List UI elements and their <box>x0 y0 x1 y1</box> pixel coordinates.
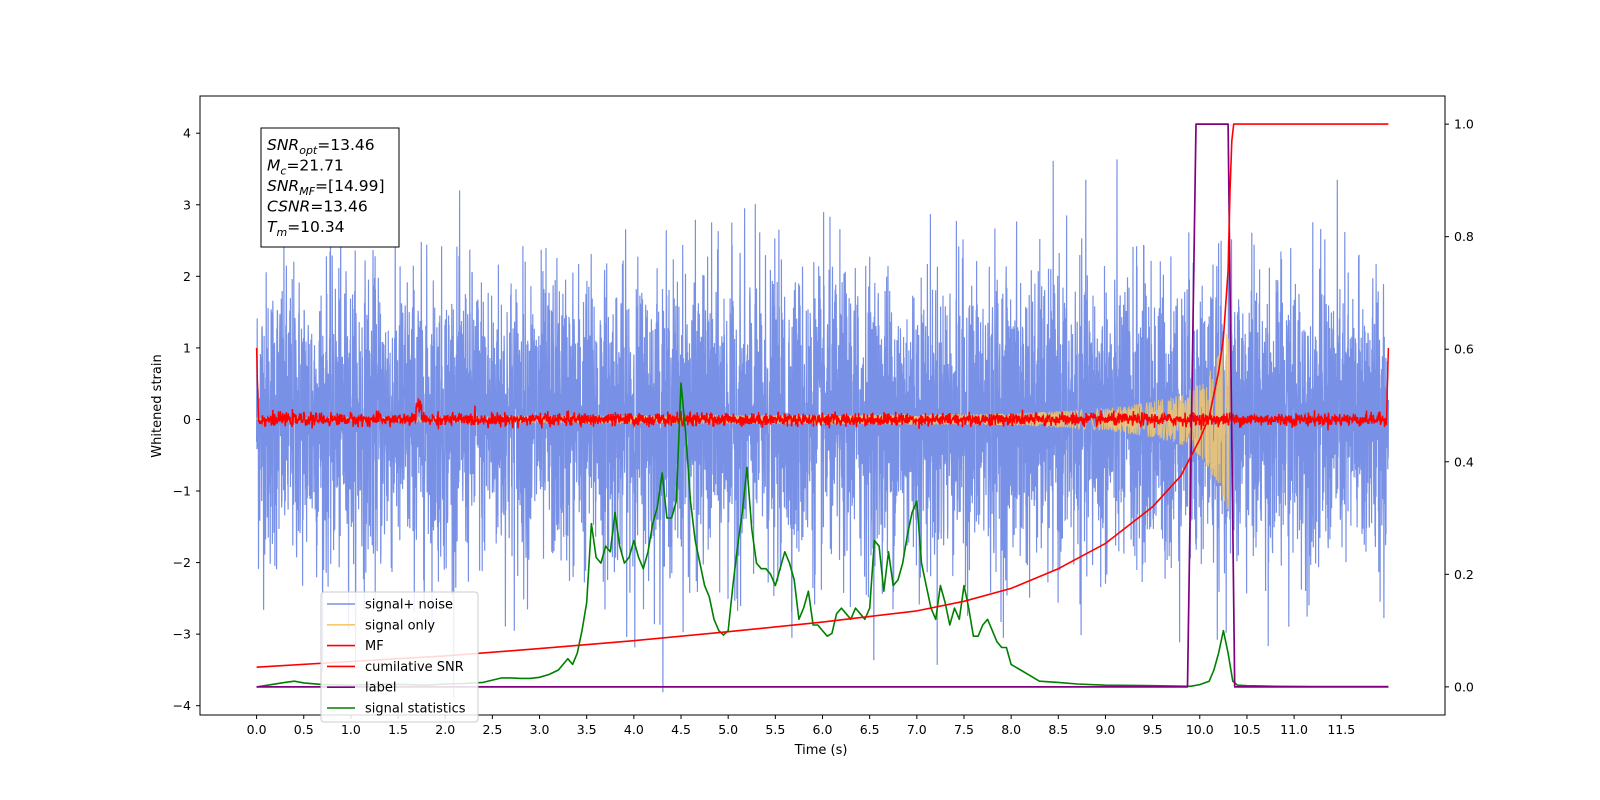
series-signal-only <box>256 297 1233 510</box>
annotation-line: Tm=10.34 <box>267 218 345 239</box>
y-axis-right: 1.0 0.8 0.6 0.4 0.2 0.0 <box>1445 117 1474 694</box>
x-tick-label: 4.5 <box>671 722 691 737</box>
annotation-line: SNRopt=13.46 <box>267 136 375 157</box>
x-tick-label: 10.0 <box>1186 722 1214 737</box>
x-tick-label: 3.5 <box>577 722 597 737</box>
y-tick-label: −2 <box>173 555 191 570</box>
x-axis: 0.0 0.5 1.0 1.5 2.0 2.5 3.0 3.5 4.0 4.5 5.0 5.5 6.0 6… <box>247 715 1355 737</box>
y2-tick-label: 0.2 <box>1454 567 1474 582</box>
series-mf <box>255 347 1390 431</box>
x-tick-label: 1.5 <box>388 722 408 737</box>
series-layer <box>255 123 1390 699</box>
series-label <box>256 123 1389 688</box>
legend: signal+ noise signal only MF cumilative SNR… <box>320 591 479 723</box>
legend-label: label <box>365 681 396 696</box>
annotation-line: Mc=21.71 <box>267 157 344 178</box>
x-tick-label: 6.0 <box>813 722 833 737</box>
x-tick-label: 9.5 <box>1143 722 1163 737</box>
legend-label: signal only <box>365 618 435 633</box>
x-tick-label: 3.0 <box>530 722 550 737</box>
series-signal-plus-noise <box>256 159 1389 699</box>
metrics-annotation-box: SNRopt=13.46Mc=21.71SNRMF=[14.99]CSNR=13… <box>260 127 400 248</box>
x-tick-label: 2.0 <box>435 722 455 737</box>
series-cumulative-snr <box>256 123 1389 668</box>
y-axis-label: Whitened strain <box>150 354 165 457</box>
x-tick-label: 5.0 <box>718 722 738 737</box>
legend-label: signal+ noise <box>365 598 453 613</box>
x-tick-label: 11.0 <box>1280 722 1308 737</box>
x-tick-label: 0.0 <box>247 722 267 737</box>
x-tick-label: 11.5 <box>1327 722 1355 737</box>
x-tick-label: 8.0 <box>1001 722 1021 737</box>
x-tick-label: 9.0 <box>1096 722 1116 737</box>
y-tick-label: 0 <box>183 412 191 427</box>
x-tick-label: 2.5 <box>482 722 502 737</box>
y2-tick-label: 0.8 <box>1454 229 1474 244</box>
x-tick-label: 7.5 <box>954 722 974 737</box>
x-tick-label: 10.5 <box>1233 722 1261 737</box>
y-tick-label: −1 <box>173 484 191 499</box>
legend-label: signal statistics <box>365 702 466 717</box>
y-tick-label: 3 <box>183 197 191 212</box>
annotation-line: SNRMF=[14.99] <box>267 177 385 198</box>
x-axis-label: Time (s) <box>794 743 848 758</box>
x-tick-label: 0.5 <box>294 722 314 737</box>
y-tick-label: 1 <box>183 340 191 355</box>
y-tick-label: 4 <box>183 126 191 141</box>
legend-label: MF <box>365 639 384 654</box>
x-tick-label: 5.5 <box>765 722 785 737</box>
x-tick-label: 8.5 <box>1048 722 1068 737</box>
x-tick-label: 7.0 <box>907 722 927 737</box>
x-tick-label: 6.5 <box>860 722 880 737</box>
y-axis-left: 4 3 2 1 0 −1 −2 −3 −4 <box>173 126 200 713</box>
y-tick-label: 2 <box>183 269 191 284</box>
y-tick-label: −4 <box>173 698 191 713</box>
annotation-frame <box>260 127 400 248</box>
y2-tick-label: 1.0 <box>1454 117 1474 132</box>
y2-tick-label: 0.0 <box>1454 679 1474 694</box>
x-tick-label: 1.0 <box>341 722 361 737</box>
annotation-line: CSNR=13.46 <box>267 198 368 216</box>
legend-frame <box>320 591 479 723</box>
legend-label: cumilative SNR <box>365 660 464 675</box>
y2-tick-label: 0.4 <box>1454 454 1474 469</box>
x-tick-label: 4.0 <box>624 722 644 737</box>
y-tick-label: −3 <box>173 627 191 642</box>
y2-tick-label: 0.6 <box>1454 342 1474 357</box>
